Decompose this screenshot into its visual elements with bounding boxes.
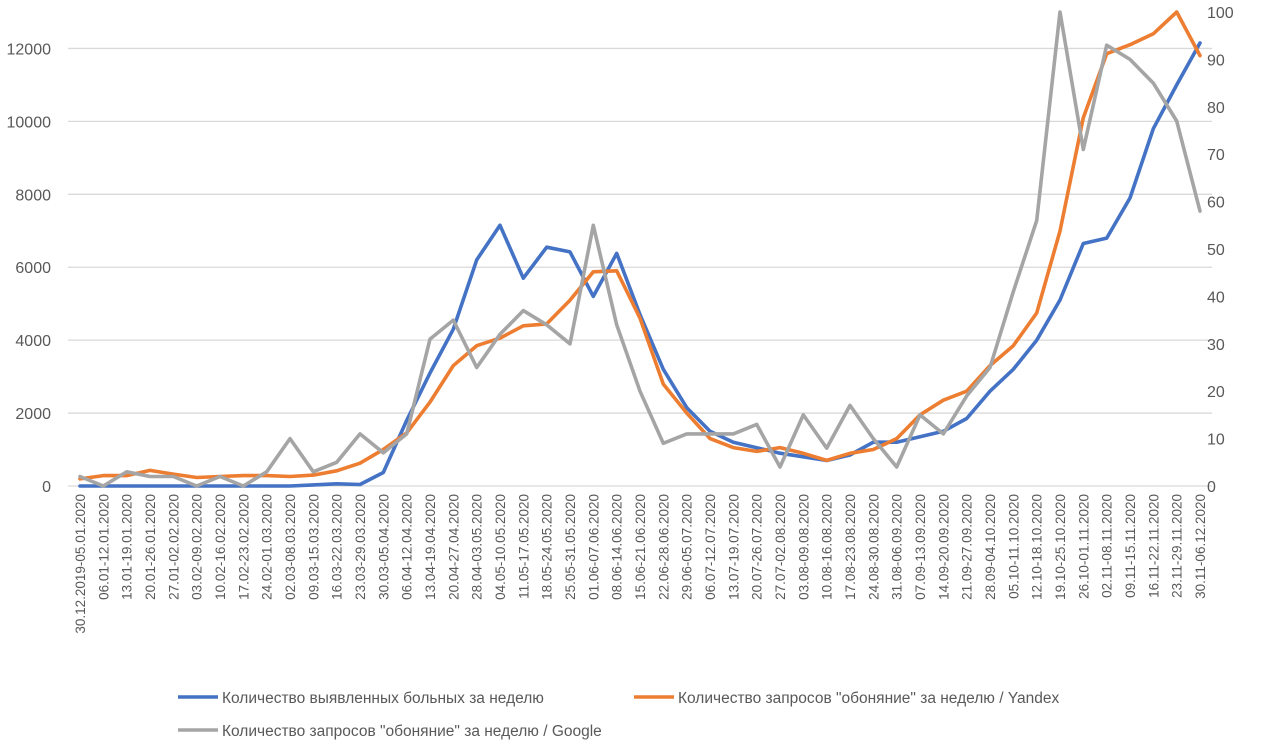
left-axis-tick-label: 12000: [7, 41, 52, 58]
left-axis-tick-label: 8000: [15, 187, 51, 204]
x-axis-tick-label: 17.08-23.08.2020: [843, 494, 858, 600]
x-axis-tick-label: 18.05-24.05.2020: [540, 494, 555, 600]
legend-item: Количество запросов "обоняние" за неделю…: [178, 723, 602, 740]
left-axis-tick-label: 10000: [7, 114, 52, 131]
left-axis-tick-label: 0: [42, 479, 51, 496]
x-axis-tick-label: 27.07-02.08.2020: [773, 494, 788, 600]
x-axis-tick-label: 16.03-22.03.2020: [330, 494, 345, 600]
x-axis-tick-label: 20.01-26.01.2020: [143, 494, 158, 600]
x-axis-tick-label: 24.02-01.03.2020: [260, 494, 275, 600]
x-axis-tick-label: 15.06-21.06.2020: [633, 494, 648, 600]
right-axis-tick-label: 60: [1207, 195, 1225, 212]
x-axis-tick-label: 09.11-15.11.2020: [1123, 494, 1138, 598]
x-axis-tick-label: 21.09-27.09.2020: [960, 494, 975, 600]
x-axis-tick-label: 04.05-10.05.2020: [493, 494, 508, 600]
x-axis-tick-label: 19.10-25.10.2020: [1053, 494, 1068, 600]
series-line-3: [78, 10, 1202, 488]
x-axis-tick-label: 13.04-19.04.2020: [423, 494, 438, 600]
left-axis-tick-label: 4000: [15, 333, 51, 350]
x-axis-tick-label: 20.07-26.07.2020: [750, 494, 765, 600]
legend-item: Количество выявленных больных за неделю: [178, 690, 544, 707]
series-line-2: [78, 10, 1202, 481]
x-axis-tick-label: 31.08-06.09.2020: [890, 494, 905, 600]
x-axis-tick-label: 01.06-07.06.2020: [586, 494, 601, 600]
x-axis-tick-label: 23.03-29.03.2020: [353, 494, 368, 600]
x-axis-tick-label: 26.10-01.11.2020: [1076, 494, 1091, 599]
x-axis-tick-label: 06.04-12.04.2020: [400, 494, 415, 600]
x-axis-tick-label: 13.07-19.07.2020: [726, 494, 741, 600]
x-axis-tick-label: 27.01-02.02.2020: [166, 494, 181, 600]
x-axis-tick-label: 12.10-18.10.2020: [1030, 494, 1045, 600]
x-axis-tick-label: 14.09-20.09.2020: [936, 494, 951, 600]
x-axis-tick-label: 13.01-19.01.2020: [120, 494, 135, 600]
x-axis-tick-label: 22.06-28.06.2020: [656, 494, 671, 600]
x-axis-tick-label: 10.02-16.02.2020: [213, 494, 228, 600]
x-axis-tick-label: 16.11-22.11.2020: [1146, 494, 1161, 598]
x-axis-tick-label: 08.06-14.06.2020: [610, 494, 625, 600]
series-line-1: [78, 41, 1202, 488]
right-axis-tick-label: 70: [1207, 147, 1225, 164]
left-axis-tick-label: 6000: [15, 260, 51, 277]
right-axis-tick-label: 40: [1207, 289, 1225, 306]
right-axis-tick-label: 90: [1207, 52, 1225, 69]
x-axis-tick-label: 30.11-06.12.2020: [1193, 494, 1208, 599]
x-axis-tick-label: 06.01-12.01.2020: [96, 494, 111, 600]
right-axis-tick-label: 0: [1207, 479, 1216, 496]
x-axis-tick-label: 25.05-31.05.2020: [563, 494, 578, 600]
x-axis-tick-label: 02.11-08.11.2020: [1100, 494, 1115, 598]
left-axis-tick-label: 2000: [15, 406, 51, 423]
right-axis-tick-label: 50: [1207, 242, 1225, 259]
legend-item: Количество запросов "обоняние" за неделю…: [634, 690, 1059, 707]
x-axis-tick-label: 05.10-11.10.2020: [1006, 494, 1021, 599]
right-axis-tick-label: 10: [1207, 432, 1225, 449]
x-axis-tick-label: 29.06-05.07.2020: [680, 494, 695, 600]
x-axis-tick-label: 30.12.2019-05.01.2020: [73, 494, 88, 634]
right-axis-tick-label: 80: [1207, 100, 1225, 117]
x-axis-tick-label: 11.05-17.05.2020: [516, 494, 531, 599]
x-axis-tick-label: 28.04-03.05.2020: [470, 494, 485, 600]
right-axis-tick-label: 20: [1207, 384, 1225, 401]
x-axis-tick-label: 07.09-13.09.2020: [913, 494, 928, 600]
x-axis-tick-label: 03.08-09.08.2020: [796, 494, 811, 600]
right-axis-tick-label: 30: [1207, 337, 1225, 354]
x-axis-tick-label: 20.04-27.04.2020: [446, 494, 461, 600]
x-axis-tick-label: 23.11-29.11.2020: [1170, 494, 1185, 598]
right-axis-tick-label: 100: [1207, 5, 1234, 22]
x-axis-tick-label: 09.03-15.03.2020: [306, 494, 321, 600]
x-axis-tick-label: 06.07-12.07.2020: [703, 494, 718, 600]
legend-label: Количество запросов "обоняние" за неделю…: [222, 723, 602, 740]
x-axis-tick-label: 02.03-08.03.2020: [283, 494, 298, 600]
x-axis-tick-label: 10.08-16.08.2020: [820, 494, 835, 600]
x-axis-tick-label: 30.03-05.04.2020: [376, 494, 391, 600]
x-axis-tick-label: 28.09-04.10.2020: [983, 494, 998, 600]
x-axis-tick-label: 17.02-23.02.2020: [236, 494, 251, 600]
x-axis-tick-label: 24.08-30.08.2020: [866, 494, 881, 600]
legend-label: Количество запросов "обоняние" за неделю…: [678, 690, 1059, 707]
x-axis-tick-label: 03.02-09.02.2020: [190, 494, 205, 600]
legend-label: Количество выявленных больных за неделю: [222, 690, 544, 707]
